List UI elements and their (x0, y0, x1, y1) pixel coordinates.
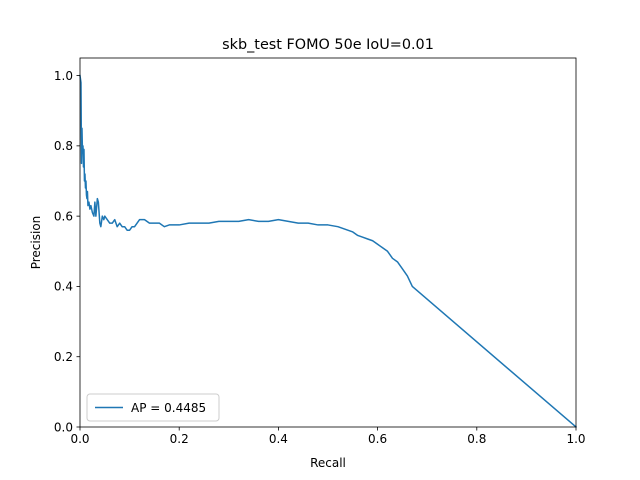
plot-area (79, 74, 578, 429)
y-tick-label: 0.0 (54, 420, 73, 434)
y-tick-label: 0.2 (54, 350, 73, 364)
x-tick-label: 0.4 (269, 432, 288, 446)
legend-box (86, 393, 220, 422)
legend: AP = 0.4485 (86, 393, 220, 422)
x-axis-label: Recall (310, 456, 346, 470)
legend-entry-label: AP = 0.4485 (131, 401, 206, 415)
y-axis: 0.0 0.2 0.4 0.6 0.8 1.0 (54, 69, 80, 434)
y-tick-label: 1.0 (54, 69, 73, 83)
x-tick-label: 0.2 (170, 432, 189, 446)
x-tick-label: 0.8 (467, 432, 486, 446)
axes-frame (79, 57, 577, 428)
chart-title: skb_test FOMO 50e IoU=0.01 (222, 37, 434, 53)
x-tick-label: 0.6 (368, 432, 387, 446)
y-tick-label: 0.6 (54, 209, 73, 223)
y-axis-label: Precision (29, 216, 43, 270)
x-tick-label: 1.0 (566, 432, 585, 446)
x-tick-label: 0.0 (70, 432, 89, 446)
y-tick-label: 0.4 (54, 280, 73, 294)
pr-curve-line (79, 74, 578, 429)
y-tick-label: 0.8 (54, 139, 73, 153)
x-axis: 0.0 0.2 0.4 0.6 0.8 1.0 (70, 427, 586, 446)
